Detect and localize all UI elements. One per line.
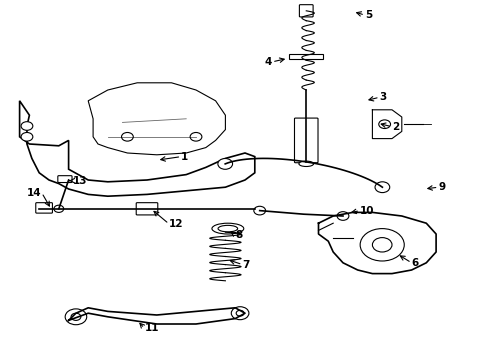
Text: 7: 7 <box>243 260 250 270</box>
Circle shape <box>190 132 202 141</box>
Text: 6: 6 <box>412 258 419 268</box>
Circle shape <box>21 132 33 141</box>
Circle shape <box>372 238 392 252</box>
Text: 13: 13 <box>73 176 87 186</box>
Circle shape <box>65 309 87 325</box>
FancyBboxPatch shape <box>58 176 72 183</box>
Text: 10: 10 <box>360 206 375 216</box>
Circle shape <box>71 313 81 320</box>
FancyBboxPatch shape <box>136 203 158 215</box>
Text: 4: 4 <box>265 57 272 67</box>
Circle shape <box>218 158 233 169</box>
Text: 3: 3 <box>380 92 387 102</box>
Text: 11: 11 <box>145 323 159 333</box>
Text: 12: 12 <box>169 219 184 229</box>
Ellipse shape <box>299 161 314 166</box>
Polygon shape <box>88 83 225 155</box>
Ellipse shape <box>212 223 244 234</box>
Circle shape <box>254 206 266 215</box>
Text: 1: 1 <box>181 152 189 162</box>
FancyBboxPatch shape <box>299 5 313 17</box>
Text: 9: 9 <box>439 182 446 192</box>
FancyBboxPatch shape <box>294 118 318 163</box>
Circle shape <box>360 229 404 261</box>
Circle shape <box>21 122 33 130</box>
Text: 14: 14 <box>27 188 42 198</box>
Polygon shape <box>20 101 255 196</box>
Circle shape <box>375 182 390 193</box>
Ellipse shape <box>218 225 238 232</box>
FancyBboxPatch shape <box>36 203 52 213</box>
Text: 2: 2 <box>392 122 399 132</box>
Circle shape <box>236 310 244 316</box>
FancyBboxPatch shape <box>289 54 323 59</box>
Circle shape <box>122 132 133 141</box>
Circle shape <box>337 212 349 220</box>
Text: 8: 8 <box>235 230 243 240</box>
Text: 5: 5 <box>365 10 372 20</box>
Circle shape <box>379 120 391 129</box>
Circle shape <box>231 307 249 320</box>
Circle shape <box>54 205 64 212</box>
